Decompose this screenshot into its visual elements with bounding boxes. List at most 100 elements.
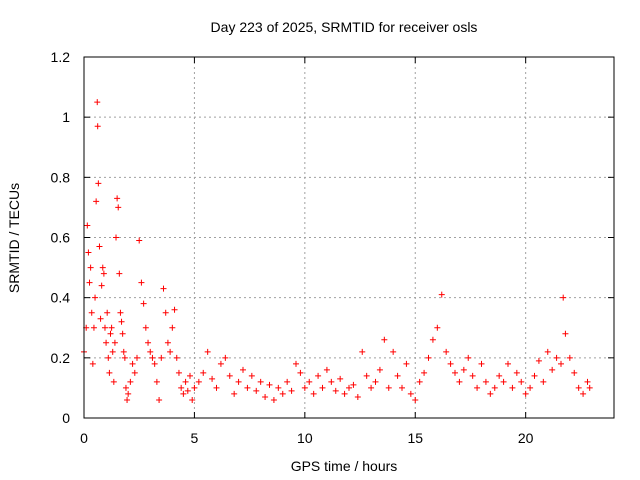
data-point — [119, 330, 126, 337]
data-point — [558, 360, 564, 367]
data-point — [103, 339, 110, 346]
data-point — [145, 339, 152, 346]
data-point — [425, 354, 432, 361]
data-point — [301, 384, 308, 391]
data-point — [160, 285, 167, 292]
y-tick-label: 0.6 — [51, 230, 71, 246]
data-point — [131, 369, 138, 376]
data-point — [86, 279, 93, 286]
chart-title: Day 223 of 2025, SRMTID for receiver osl… — [211, 19, 478, 35]
data-point — [390, 348, 397, 355]
data-point — [120, 348, 127, 355]
data-point — [575, 384, 582, 391]
data-point — [381, 336, 388, 343]
x-tick-label: 0 — [80, 430, 88, 446]
data-point — [195, 378, 202, 385]
data-point — [310, 390, 317, 397]
data-point — [571, 369, 578, 376]
data-point — [279, 390, 286, 397]
y-tick-label: 1 — [62, 109, 70, 125]
data-point — [346, 384, 352, 391]
data-point — [149, 354, 156, 361]
data-point — [101, 324, 108, 331]
data-point — [535, 357, 542, 364]
data-point — [95, 180, 102, 187]
data-point — [262, 393, 269, 400]
data-point — [169, 324, 176, 331]
data-point — [164, 339, 171, 346]
data-point — [140, 300, 147, 307]
data-point — [474, 384, 481, 391]
data-point — [92, 294, 99, 301]
data-point — [167, 348, 174, 355]
data-point — [385, 384, 392, 391]
data-point — [297, 369, 304, 376]
data-point — [111, 339, 118, 346]
data-point — [109, 348, 116, 355]
data-point — [93, 198, 100, 205]
data-point — [184, 387, 191, 394]
data-point — [118, 318, 125, 325]
data-point — [407, 390, 414, 397]
data-point — [434, 324, 441, 331]
data-point — [235, 378, 242, 385]
data-point — [151, 360, 158, 367]
data-point — [129, 360, 136, 367]
data-point — [209, 375, 216, 382]
data-point — [175, 369, 182, 376]
data-point — [527, 384, 534, 391]
data-point — [248, 372, 255, 379]
data-point — [500, 378, 507, 385]
data-point — [191, 384, 198, 391]
y-tick-label: 0.8 — [51, 169, 71, 185]
axis-ticks: 0 5 10 15 20 0 0.2 0.4 0.6 0.8 1 1.2 — [51, 49, 614, 446]
data-point — [127, 378, 134, 385]
data-point — [231, 390, 238, 397]
data-point — [487, 390, 494, 397]
data-point — [125, 390, 132, 397]
y-tick-label: 0.4 — [51, 290, 71, 306]
x-tick-label: 5 — [191, 430, 199, 446]
data-point — [544, 348, 551, 355]
data-point — [106, 369, 113, 376]
data-point — [491, 384, 498, 391]
data-point — [368, 384, 375, 391]
data-point — [253, 387, 260, 394]
data-point — [403, 360, 410, 367]
data-point — [469, 372, 476, 379]
data-point — [116, 270, 123, 277]
data-point — [443, 348, 450, 355]
data-point — [94, 123, 101, 130]
data-point — [341, 390, 348, 397]
data-point — [509, 384, 516, 391]
data-point — [162, 309, 169, 316]
data-point — [88, 309, 95, 316]
x-tick-label: 15 — [407, 430, 423, 446]
data-point — [359, 348, 366, 355]
data-point — [540, 378, 547, 385]
x-tick-label: 20 — [518, 430, 534, 446]
data-point — [429, 336, 436, 343]
data-point — [153, 378, 160, 385]
data-point — [147, 348, 154, 355]
data-point — [100, 270, 107, 277]
y-tick-label: 0 — [62, 410, 70, 426]
y-tick-label: 0.2 — [51, 350, 71, 366]
data-point — [105, 354, 112, 361]
data-point — [96, 243, 103, 250]
data-point — [217, 360, 224, 367]
data-point — [306, 378, 313, 385]
data-point — [142, 324, 149, 331]
data-point — [158, 354, 165, 361]
data-point — [124, 396, 131, 403]
data-point — [104, 309, 111, 316]
data-point — [90, 324, 97, 331]
data-point — [173, 354, 180, 361]
y-tick-label: 1.2 — [51, 49, 71, 65]
data-point — [560, 294, 567, 301]
data-point — [394, 372, 401, 379]
data-point — [108, 324, 115, 331]
data-point — [580, 390, 587, 397]
data-point — [180, 390, 187, 397]
data-point — [97, 315, 104, 322]
